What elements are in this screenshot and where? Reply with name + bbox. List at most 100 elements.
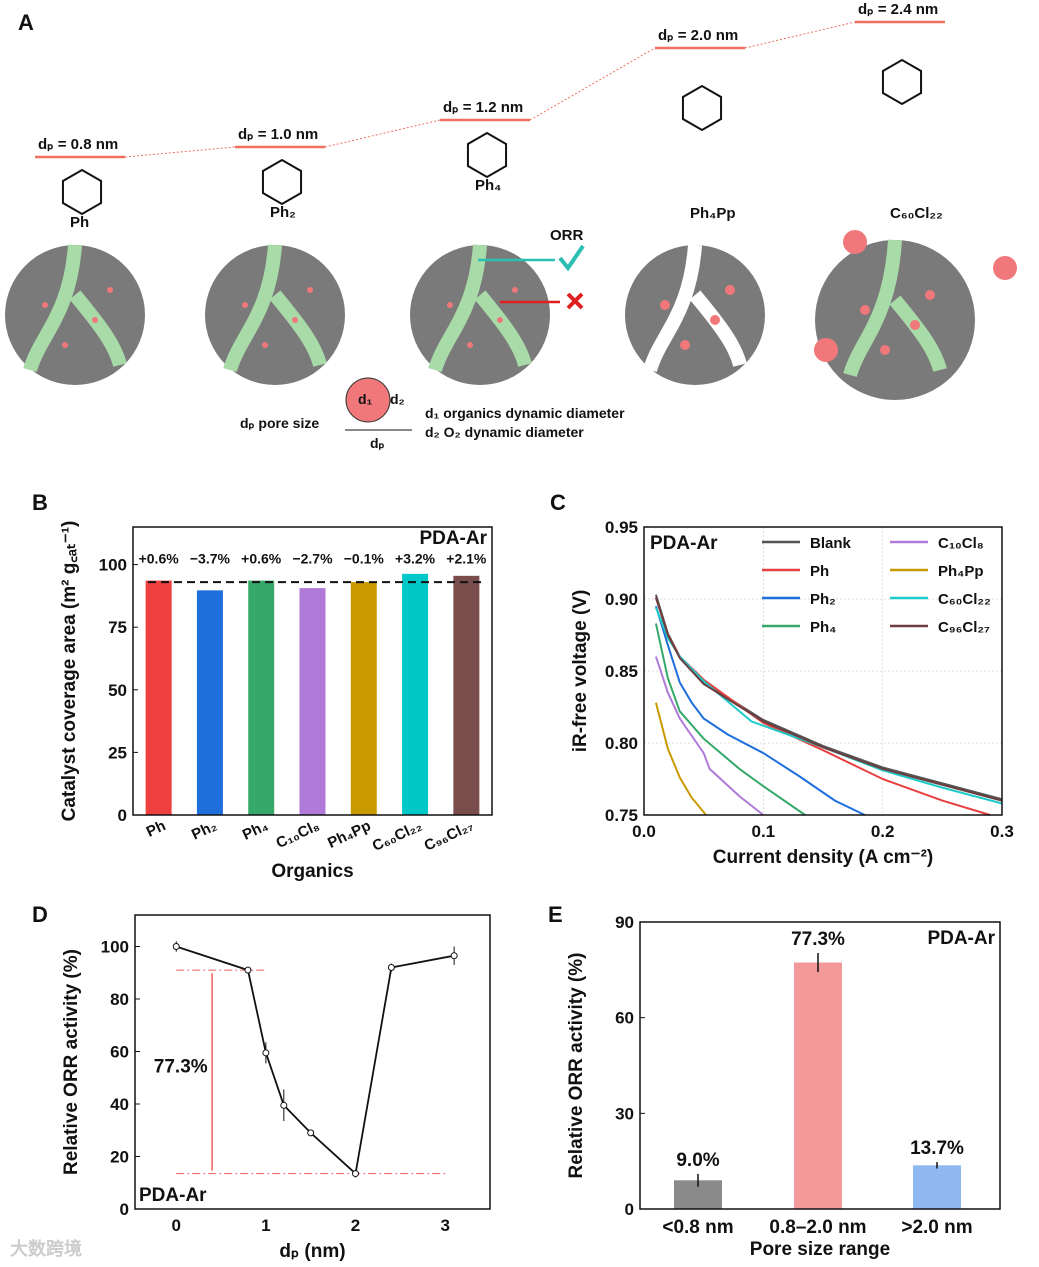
x-tick-label: <0.8 nm [662, 1217, 733, 1238]
y-tick-label: 0.90 [605, 590, 638, 609]
x-tick-label: C₆₀Cl₂₂ [370, 817, 425, 855]
molecule-name: Ph [70, 214, 89, 231]
legend-label: Ph₄Pp [938, 563, 983, 580]
bar-6 [453, 575, 480, 815]
pore-size-label: dₚ = 0.8 nm [38, 136, 118, 153]
y-tick-label: 40 [110, 1095, 129, 1114]
x-tick-label: >2.0 nm [901, 1217, 972, 1238]
pore-size-label: dₚ = 2.0 nm [658, 27, 738, 44]
organic-molecule-dot [62, 342, 68, 348]
gap-label: 77.3% [154, 1057, 208, 1078]
organic-molecule-dot [660, 300, 670, 310]
y-tick-label: 75 [108, 618, 127, 637]
organic-molecule-dot [242, 302, 248, 308]
data-point [280, 1101, 288, 1109]
pore-size-label: dₚ = 1.2 nm [443, 99, 523, 116]
x-tick-label: Ph₄Pp [325, 817, 373, 852]
molecule-name: C₆₀Cl₂₂ [890, 205, 943, 222]
plot-frame [643, 526, 1003, 816]
d1-label: d₁ [358, 391, 373, 407]
annotation-label: PDA-Ar [139, 1185, 207, 1206]
y-tick-label: 30 [615, 1104, 634, 1123]
series-line-7 [654, 597, 1003, 802]
x-tick-label: 0.2 [871, 822, 895, 841]
d2-label: d₂ [390, 391, 405, 407]
organic-molecule-dot [725, 285, 735, 295]
bar-1 [196, 590, 223, 815]
y-tick-label: 50 [108, 681, 127, 700]
molecule-structure-icon [466, 131, 508, 179]
pore-size-label: dₚ = 1.0 nm [238, 126, 318, 143]
series-line-6 [655, 607, 1003, 805]
chart-e: 9.0% <0.8 nm 77.3% 0.8–2.0 nm 13.7% >2.0 nm 0 3… [566, 913, 1001, 1260]
x-tick-label: 0.8–2.0 nm [769, 1217, 866, 1238]
data-label: +3.2% [395, 551, 436, 567]
panel-label-a: A [18, 10, 34, 35]
y-tick-label: 60 [615, 1009, 634, 1028]
data-label: +0.6% [139, 551, 180, 567]
x-tick-label: 0.0 [632, 822, 656, 841]
legend-label: Blank [810, 535, 852, 552]
d2-legend: d₂ O₂ dynamic diameter [425, 424, 584, 440]
x-tick-label: 0.1 [752, 822, 776, 841]
x-axis-label: dₚ (nm) [279, 1241, 345, 1262]
bar-0 [145, 580, 172, 815]
panel-label-c: C [550, 490, 566, 515]
legend-label: C₉₆Cl₂₇ [938, 619, 990, 636]
organic-molecule-dot [42, 302, 48, 308]
organic-molecule-scheme [345, 377, 391, 423]
plot-frame [639, 921, 1001, 1210]
annotation-label: PDA-Ar [419, 528, 487, 549]
x-tick-label: 0.3 [990, 822, 1014, 841]
panel-label-d: D [32, 902, 48, 927]
legend-label: C₆₀Cl₂₂ [938, 591, 991, 608]
data-point [387, 964, 395, 971]
connector-line [124, 146, 236, 158]
x-tick-label: Ph [144, 817, 169, 841]
organic-molecule-dot [680, 340, 690, 350]
dp-legend: dₚ pore size [240, 415, 319, 431]
pore-channel [23, 244, 127, 373]
panel-label-b: B [32, 490, 48, 515]
data-point [352, 1170, 360, 1178]
data-point [172, 943, 180, 950]
pore-channel [428, 244, 532, 373]
x-tick-label: Ph₂ [189, 817, 220, 843]
connector-line [324, 119, 441, 148]
bar-2 [248, 580, 275, 815]
x-tick-label: 0 [172, 1216, 181, 1235]
organic-molecule-dot [710, 315, 720, 325]
molecule-structure-icon [61, 168, 103, 216]
pore-channel [223, 244, 327, 373]
data-point [450, 952, 458, 960]
chart-b: +0.6% Ph −3.7% Ph₂ +0.6% Ph₄ −2.7% C₁₀Cl₈ −0.1% P… [59, 521, 493, 882]
y-axis-label: Catalyst coverage area (m² g꜀ₐₜ⁻¹) [59, 521, 80, 822]
x-axis-label: Pore size range [750, 1239, 890, 1260]
data-point [244, 966, 252, 974]
data-point [262, 1049, 270, 1057]
x-axis-label: Current density (A cm⁻²) [713, 847, 933, 868]
cross-icon [566, 292, 584, 310]
molecule-structure-icon [881, 58, 923, 106]
data-label: 9.0% [676, 1150, 719, 1171]
y-tick-label: 0 [118, 806, 127, 825]
x-tick-label: C₉₆Cl₂₇ [422, 817, 476, 854]
organic-molecule-dot [447, 302, 453, 308]
data-label: +0.6% [241, 551, 282, 567]
pore-channel [843, 239, 947, 378]
molecule-name: Ph₄Pp [690, 205, 735, 222]
pore-channel [643, 244, 747, 373]
bar-4 [350, 582, 377, 815]
legend-label: Ph₄ [810, 619, 836, 636]
organic-molecule-dot [467, 342, 473, 348]
series-line-4 [654, 656, 764, 816]
connector-line [744, 21, 856, 49]
x-tick-label: Ph₄ [240, 817, 271, 844]
organic-molecule-dot [880, 345, 890, 355]
organic-molecule-dot [860, 305, 870, 315]
legend-label: Ph₂ [810, 591, 836, 608]
plot-frame [134, 914, 491, 1210]
connector-line [529, 47, 656, 121]
large-molecule-dot [814, 338, 838, 362]
